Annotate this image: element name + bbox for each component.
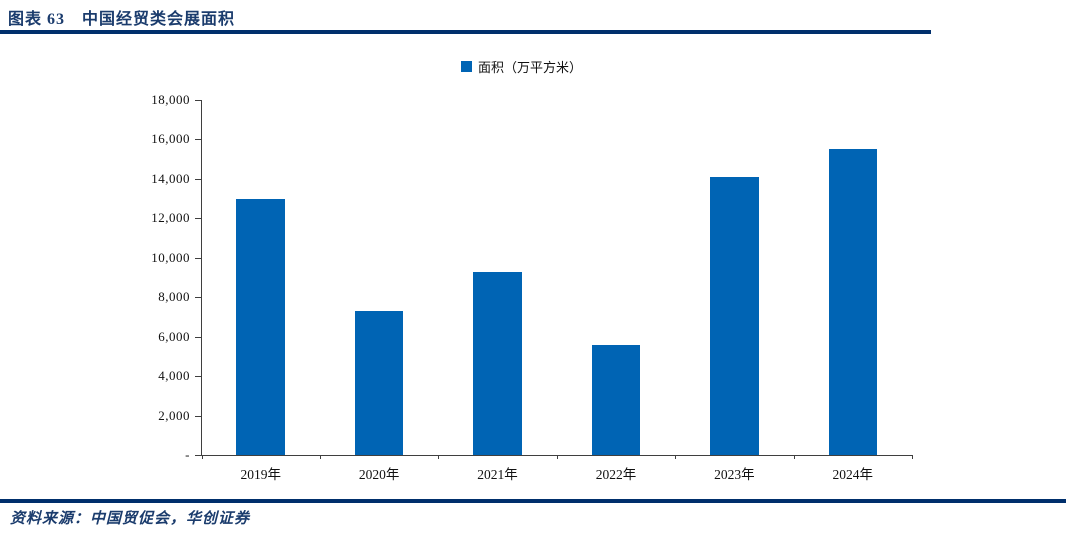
y-tick-mark [195,178,201,180]
legend-square-icon [461,61,472,72]
x-tick-mark [912,455,913,459]
y-tick-mark [195,376,201,378]
bar-2021年 [473,271,522,455]
title-rule-divider [0,30,931,34]
x-tick-mark [556,455,558,459]
y-tick-label: 14,000 [151,170,190,186]
bar-2020年 [354,311,404,455]
y-tick-label: 4,000 [158,368,190,384]
x-tick-mark [319,455,321,459]
y-tick-mark [195,336,201,338]
x-tick-mark [201,455,203,459]
y-tick-label: 12,000 [151,210,190,226]
x-tick-label: 2023年 [714,467,755,482]
x-tick-label: 2020年 [358,467,400,482]
bar-2022年 [591,344,641,455]
bar-2019年 [236,198,285,455]
x-tick-label: 2019年 [240,467,281,482]
y-tick-label: 8,000 [158,289,190,305]
x-tick-mark [793,455,795,459]
x-axis-line [201,455,912,456]
y-tick-mark [195,139,201,141]
x-tick-label: 2024年 [832,467,874,482]
legend-label: 面积（万平方米） [478,60,583,75]
bar-2023年 [710,176,759,455]
x-tick-mark [675,455,677,459]
source-note: 资料来源：中国贸促会，华创证券 [10,511,251,527]
y-tick-mark [195,415,201,417]
x-tick-mark [438,455,440,459]
x-tick-label: 2021年 [477,467,518,482]
y-tick-label: 6,000 [158,328,190,344]
y-axis-line [201,100,202,455]
y-tick-label: 10,000 [151,249,190,265]
bar-2024年 [828,149,878,455]
y-tick-label: - [185,447,190,462]
x-tick-label: 2022年 [595,467,637,482]
y-tick-mark [195,297,201,299]
y-tick-label: 18,000 [151,92,190,107]
y-tick-label: 16,000 [151,131,190,147]
y-tick-mark [195,257,201,259]
y-tick-mark [195,100,201,101]
chart-legend: 面积（万平方米） [461,57,582,76]
figure-title: 图表 63 中国经贸类会展面积 [8,11,236,28]
y-tick-label: 2,000 [158,407,190,423]
y-tick-mark [195,455,201,456]
y-tick-mark [195,218,201,220]
bottom-rule-divider [0,499,1066,503]
